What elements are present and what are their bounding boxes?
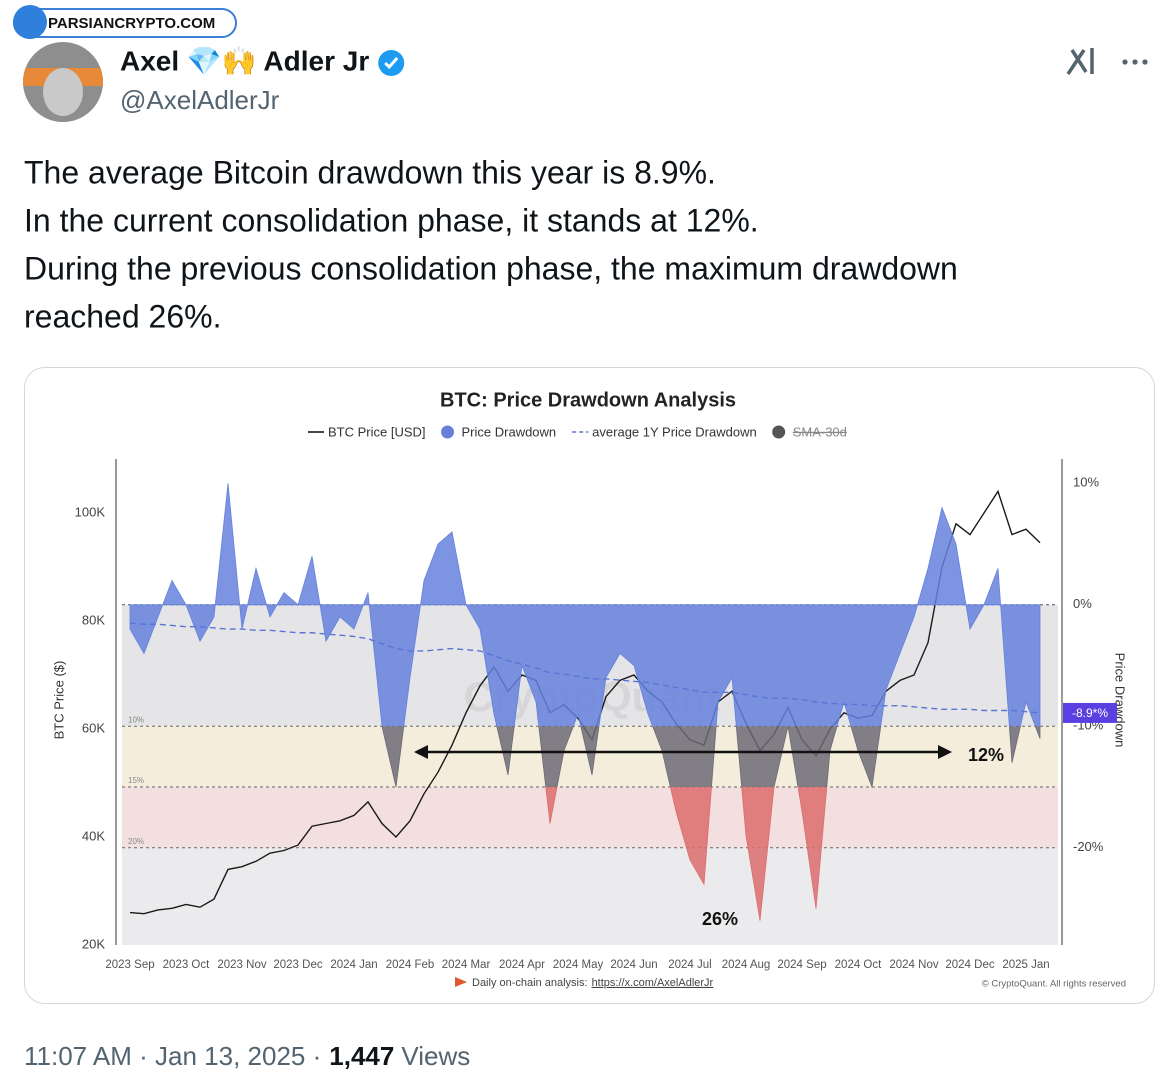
verified-badge	[378, 50, 405, 76]
annotation: 12%	[968, 745, 1004, 765]
legend-label: BTC Price [USD]	[328, 424, 426, 439]
arrow-head	[938, 745, 952, 759]
x-tick-label: 2023 Oct	[163, 959, 210, 971]
chart: BTC: Price Drawdown AnalysisCryptoQuant1…	[51, 389, 1127, 989]
chart-title: BTC: Price Drawdown Analysis	[440, 389, 736, 411]
timestamp[interactable]: 11:07 AM · Jan 13, 2025 ·	[24, 1041, 321, 1071]
y-axis-title: BTC Price ($)	[51, 661, 66, 740]
grok-icon[interactable]	[1066, 48, 1094, 75]
x-tick-label: 2024 Aug	[722, 959, 771, 971]
x-tick-label: 2024 Sep	[777, 959, 826, 971]
drawdown-area	[381, 726, 1041, 788]
dot	[1142, 59, 1148, 65]
avatar-face	[43, 68, 83, 116]
x-tick-label: 2024 Feb	[386, 959, 435, 971]
watermark-icon	[13, 5, 47, 39]
current-value-label: -8.9*%	[1072, 706, 1108, 720]
y-tick-label: 80K	[82, 612, 105, 627]
x-tick-label: 2023 Sep	[105, 959, 154, 971]
legend-marker	[441, 425, 455, 439]
y2-axis-title: Price Drawdown	[1113, 653, 1128, 748]
y2-tick-label: 10%	[1073, 475, 1099, 490]
arrow-head	[414, 745, 428, 759]
legend-label: Price Drawdown	[462, 424, 557, 439]
x-tick-label: 2024 Jan	[330, 959, 377, 971]
y-tick-label: 20K	[82, 936, 105, 951]
x-tick-label: 2024 Jul	[668, 959, 711, 971]
annotation: 26%	[702, 909, 738, 929]
x-tick-label: 2025 Jan	[1002, 959, 1049, 971]
x-tick-label: 2024 Dec	[945, 959, 994, 971]
source-link[interactable]: https://x.com/AxelAdlerJr	[592, 977, 714, 989]
y2-tick-label: 0%	[1073, 596, 1092, 611]
author-handle[interactable]: @AxelAdlerJr	[120, 85, 280, 115]
current-value-box	[1063, 702, 1117, 723]
watermark-text: PARSIANCRYPTO.COM	[48, 15, 215, 32]
y-tick-label: 40K	[82, 828, 105, 843]
x-tick-label: 2024 Nov	[889, 959, 938, 971]
avatar[interactable]	[20, 42, 110, 122]
source-prefix: Daily on-chain analysis:	[472, 977, 588, 989]
drawdown-area	[129, 483, 1041, 727]
zone	[122, 847, 1058, 945]
zone	[122, 787, 1058, 848]
grok-glyph	[1066, 48, 1094, 75]
threshold-label: 15%	[128, 776, 144, 785]
more-menu[interactable]	[1122, 59, 1148, 65]
x-tick-label: 2024 Mar	[442, 959, 491, 971]
y-tick-label: 100K	[75, 504, 106, 519]
views-count: 1,447	[329, 1041, 394, 1071]
legend-label: SMA-30d	[793, 424, 847, 439]
dot	[1132, 59, 1138, 65]
views-label: Views	[401, 1041, 470, 1071]
x-tick-label: 2023 Nov	[217, 959, 266, 971]
y2-tick-label: -20%	[1073, 839, 1104, 854]
tweet-text-line: In the current consolidation phase, it s…	[24, 202, 759, 238]
author-name[interactable]: Axel 💎🙌 Adler Jr	[120, 45, 369, 76]
tweet-text-line: reached 26%.	[24, 298, 221, 334]
source-marker	[455, 977, 467, 987]
badge-check	[384, 57, 399, 70]
timestamp-row: 11:07 AM · Jan 13, 2025 · 1,447 Views	[24, 1041, 470, 1071]
copyright: © CryptoQuant. All rights reserved	[982, 979, 1126, 990]
average-line	[129, 622, 1041, 714]
tweet-text-line: The average Bitcoin drawdown this year i…	[24, 154, 716, 190]
drawdown-area	[395, 787, 873, 921]
x-tick-label: 2023 Dec	[273, 959, 322, 971]
x-tick-label: 2024 Apr	[499, 959, 545, 971]
legend-marker	[772, 425, 786, 439]
watermark-badge: PARSIANCRYPTO.COM	[13, 5, 237, 39]
y-tick-label: 60K	[82, 720, 105, 735]
threshold-label: 10%	[128, 715, 144, 724]
x-tick-label: 2024 May	[553, 959, 604, 971]
x-tick-label: 2024 Oct	[835, 959, 882, 971]
legend-label: average 1Y Price Drawdown	[592, 424, 757, 439]
threshold-label: 20%	[128, 837, 144, 846]
x-tick-label: 2024 Jun	[610, 959, 657, 971]
tweet-text-line: During the previous consolidation phase,…	[24, 250, 958, 286]
dot	[1122, 59, 1128, 65]
